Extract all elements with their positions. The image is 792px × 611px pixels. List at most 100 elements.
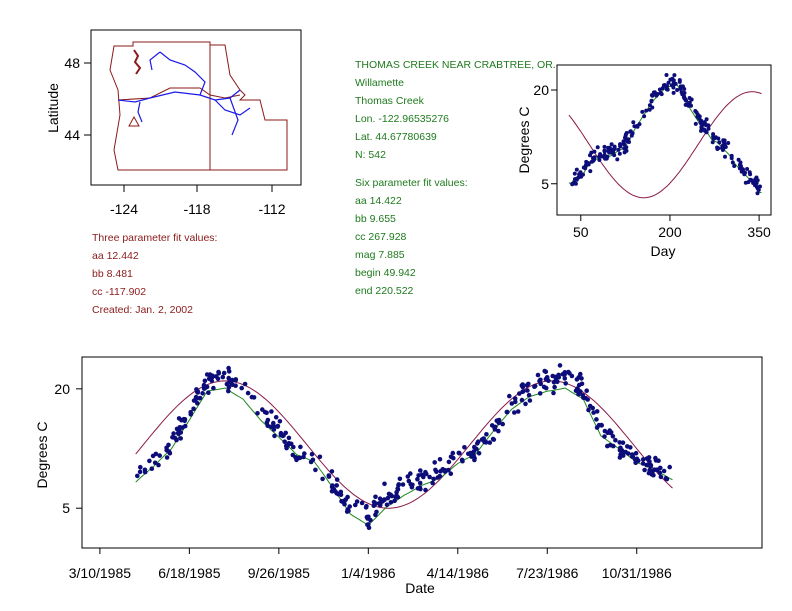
date-data-point — [294, 457, 299, 463]
date-data-point — [423, 487, 428, 493]
day-data-point — [588, 169, 593, 174]
day-data-point — [589, 150, 594, 155]
map-xtick-118: -118 — [184, 201, 211, 217]
date-data-point — [584, 388, 589, 394]
three-param-bb: bb 8.481 — [92, 268, 133, 280]
date-data-point — [576, 382, 582, 388]
date-data-point — [347, 504, 353, 509]
date-data-point — [239, 385, 244, 391]
date-data-point — [297, 455, 303, 461]
three-param-aa: aa 12.442 — [92, 250, 139, 262]
day-data-point — [659, 92, 664, 97]
station-stream: Thomas Creek — [355, 95, 425, 107]
date-data-point — [437, 457, 443, 462]
day-data-point — [755, 186, 760, 191]
day-data-point — [693, 109, 698, 113]
day-data-point — [737, 163, 742, 167]
date-xtick-label: 1/4/1986 — [341, 565, 396, 581]
date-data-point — [191, 398, 197, 403]
date-data-point — [373, 512, 378, 518]
six-param-mag: mag 7.885 — [355, 249, 405, 261]
map-frame — [90, 29, 302, 186]
date-data-point — [164, 455, 170, 460]
date-data-point — [209, 378, 215, 384]
date-data-point — [648, 464, 653, 469]
day-data-point — [640, 109, 645, 114]
day-data-point — [683, 97, 688, 102]
day-data-point — [683, 102, 688, 107]
date-data-point — [416, 473, 421, 478]
date-data-point — [443, 468, 448, 473]
station-lat: Lat. 44.67780639 — [355, 131, 437, 143]
date-data-point — [513, 399, 518, 405]
date-data-point — [586, 407, 591, 413]
date-data-point — [298, 444, 303, 450]
day-data-point — [729, 153, 734, 158]
date-data-point — [450, 450, 456, 456]
day-chart-xlabel: Day — [651, 243, 676, 259]
day-data-point — [573, 181, 578, 186]
six-param-aa: aa 14.422 — [355, 195, 402, 207]
day-data-point — [715, 145, 720, 150]
date-data-point — [202, 378, 208, 384]
date-data-point — [147, 458, 152, 464]
day-data-point — [602, 148, 607, 153]
date-data-point — [594, 417, 599, 422]
day-data-point — [672, 73, 677, 78]
date-data-point — [427, 474, 432, 480]
map-outline — [109, 41, 288, 171]
day-data-point — [697, 116, 702, 121]
date-data-point — [156, 462, 161, 468]
date-data-point — [607, 428, 612, 433]
date-data-point — [251, 395, 257, 400]
date-data-point — [457, 450, 462, 456]
date-data-point — [424, 471, 429, 477]
day-data-point — [631, 120, 636, 125]
date-data-point — [640, 457, 646, 462]
date-data-point — [610, 434, 616, 439]
date-data-point — [512, 410, 517, 415]
created-date: Created: Jan. 2, 2002 — [92, 304, 193, 316]
date-data-point — [326, 474, 332, 479]
day-data-point — [745, 167, 750, 171]
date-chart-ylabel: Degrees C — [34, 422, 50, 489]
date-data-point — [178, 436, 183, 441]
date-data-point — [527, 398, 533, 403]
date-data-point — [193, 394, 199, 400]
date-data-point — [583, 395, 589, 401]
map-ytick-44: 44 — [64, 127, 80, 143]
date-data-point — [334, 477, 340, 482]
date-data-point — [394, 489, 399, 495]
date-data-point — [230, 377, 235, 383]
date-data-point — [642, 467, 647, 473]
date-data-point — [563, 381, 568, 386]
date-chart-xlabel: Date — [405, 580, 435, 596]
date-data-point — [515, 409, 521, 414]
date-data-point — [275, 423, 281, 429]
date-ytick-label: 20 — [54, 381, 70, 397]
date-data-point — [364, 503, 369, 509]
day-data-point — [644, 108, 649, 113]
date-data-point — [283, 430, 289, 436]
station-lon: Lon. -122.96535276 — [355, 113, 449, 125]
day-data-point — [615, 157, 620, 162]
date-data-point — [365, 522, 370, 528]
date-data-point — [520, 384, 526, 390]
date-data-point — [472, 457, 477, 463]
map-panel: Latitude 48 44 -124 -118 -112 — [45, 29, 302, 217]
day-data-point — [649, 93, 654, 98]
date-data-point — [135, 473, 140, 479]
date-data-point — [181, 416, 187, 422]
date-data-point — [489, 423, 495, 428]
day-data-point — [602, 153, 607, 157]
date-data-point — [459, 457, 465, 463]
date-data-point — [650, 468, 656, 474]
six-param-begin: begin 49.942 — [355, 267, 416, 279]
date-data-point — [272, 433, 277, 439]
day-data-point — [626, 137, 631, 142]
day-data-point — [742, 172, 747, 177]
date-data-point — [211, 385, 216, 391]
date-data-point — [517, 391, 522, 396]
date-data-point — [431, 476, 436, 482]
date-data-point — [224, 381, 230, 387]
